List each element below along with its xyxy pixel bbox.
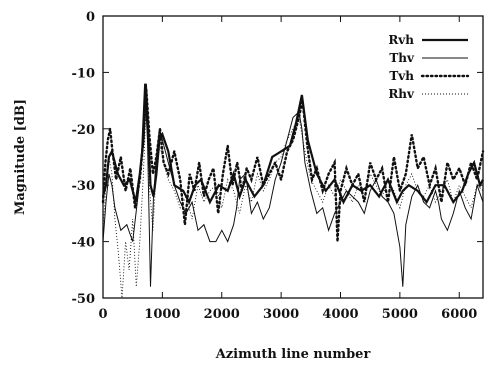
y-tick-label: -20: [72, 123, 96, 138]
x-tick-label: 1000: [144, 307, 180, 322]
y-tick-label: -40: [72, 236, 96, 251]
tick-labels: 0 1000 2000 3000 4000 5000 6000 0 -10 -20 -30 -40 -5…: [72, 10, 478, 322]
legend-label-tvh: Tvh: [389, 69, 414, 83]
x-tick-label: 5000: [382, 307, 418, 322]
x-tick-label: 0: [98, 307, 107, 322]
y-tick-label: -50: [72, 292, 96, 307]
x-tick-label: 2000: [204, 307, 240, 322]
x-tick-label: 3000: [263, 307, 299, 322]
legend: Rvh Thv Tvh Rhv: [388, 33, 470, 101]
y-tick-label: -30: [72, 179, 96, 194]
series-line-thv: [102, 83, 484, 287]
series-line-tvh: [101, 89, 485, 242]
x-tick-label: 6000: [441, 307, 477, 322]
ticks-layer: [102, 15, 483, 299]
plot-frame: [102, 15, 484, 299]
x-tick-label: 4000: [322, 307, 358, 322]
legend-label-rhv: Rhv: [388, 87, 415, 101]
series-line-rhv: [102, 100, 484, 299]
legend-label-thv: Thv: [389, 51, 415, 65]
series-layer: [101, 83, 485, 299]
x-axis-label: Azimuth line number: [215, 347, 371, 362]
y-tick-label: 0: [86, 10, 95, 25]
y-tick-label: -10: [72, 66, 96, 81]
legend-label-rvh: Rvh: [388, 33, 414, 47]
y-axis-label: Magnitude [dB]: [13, 99, 28, 215]
